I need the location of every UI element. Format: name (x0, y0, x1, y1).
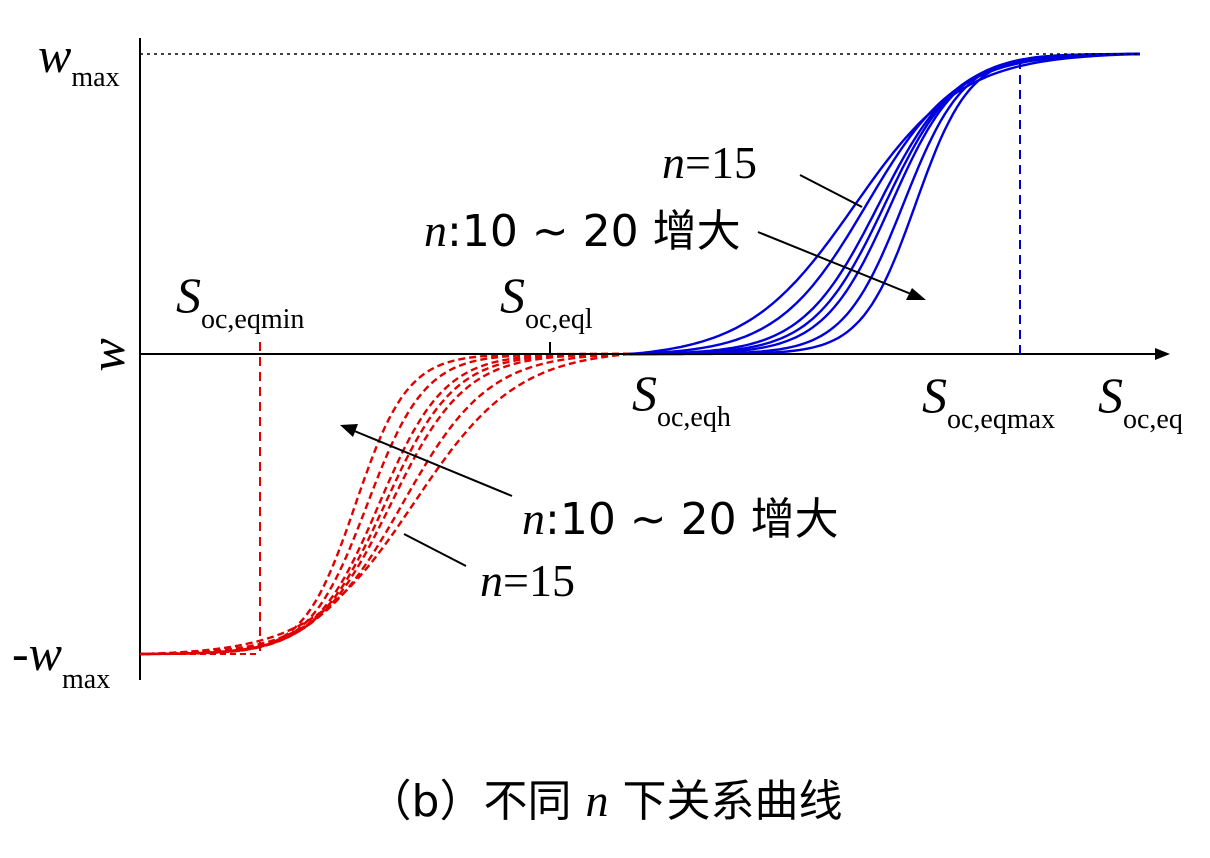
positive-curve-n-10 (629, 52, 1141, 356)
annotation-neg-arrow (351, 429, 513, 497)
negative-curve-n-10 (139, 352, 631, 656)
label-soc-eqmin: Soc,eqmin (176, 267, 304, 335)
annotation-pos-n15-leader (799, 174, 863, 208)
x-axis-label: Soc,eq (1098, 367, 1183, 435)
label-soc-eqh: Soc,eqh (632, 365, 731, 433)
y-tick-neg-wmax: -wmax (12, 625, 110, 695)
negative-curve-n-12 (139, 352, 631, 656)
annotation-pos-range: n:10 ~ 20 增大 (424, 205, 741, 257)
negative-curve-n-14 (140, 352, 631, 656)
annotation-neg-range: n:10 ~ 20 增大 (522, 493, 839, 545)
annotation-neg-n15-leader (403, 533, 467, 567)
y-axis-label: w (79, 338, 135, 371)
positive-curve-n-15 (630, 52, 1140, 356)
label-soc-eqmax: Soc,eqmax (922, 367, 1055, 435)
y-tick-wmax: wmax (38, 27, 120, 93)
annotation-pos-n15: n=15 (662, 137, 757, 188)
label-soc-eql: Soc,eql (500, 267, 593, 335)
x-axis-arrowhead (1155, 348, 1170, 360)
positive-branch-curves (629, 52, 1141, 356)
annotation-pos-arrowhead (906, 288, 926, 300)
annotation-pos-arrow (757, 231, 917, 297)
annotation-neg-n15: n=15 (480, 555, 575, 606)
figure-caption: （b）不同 n 下关系曲线 (368, 775, 843, 827)
annotation-neg-arrowhead (340, 424, 358, 437)
